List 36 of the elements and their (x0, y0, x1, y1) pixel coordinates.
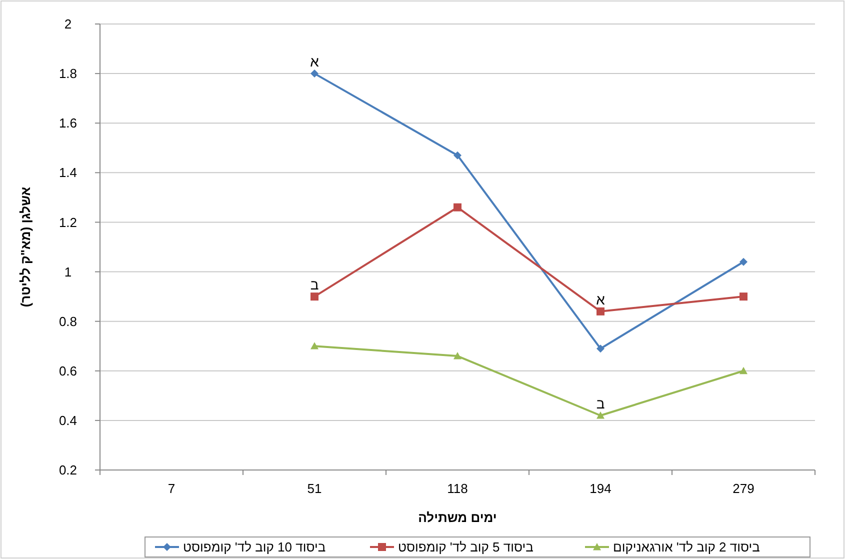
point (596, 344, 604, 353)
point (596, 307, 604, 316)
x-tick-label: 118 (447, 481, 468, 496)
y-tick-label: 0.6 (58, 363, 78, 378)
annotation: ב (310, 276, 319, 293)
y-tick-label: 0.4 (58, 412, 78, 428)
point (310, 292, 318, 301)
y-tick-label: 0.2 (58, 462, 78, 478)
y-tick-label: 2 (64, 16, 72, 32)
y-tick-label: 1.8 (58, 66, 78, 82)
x-tick-label: 194 (590, 481, 612, 496)
y-tick-label: 0.8 (58, 314, 78, 329)
y-tick-label: 1.6 (58, 116, 78, 131)
x-tick-label: 51 (307, 481, 322, 496)
point (740, 258, 748, 266)
y-tick-label: 1.2 (58, 214, 78, 230)
annotation: א (596, 291, 606, 308)
y-tick-label: 1 (64, 264, 72, 280)
point (454, 352, 462, 360)
point (740, 292, 748, 301)
y-axis-title: אשלגן (מא"ק לליטר) (18, 186, 33, 308)
legend-label: ביסוד 5 קוב לד' קומפוסט (398, 540, 534, 555)
point (454, 203, 462, 212)
point (740, 366, 748, 374)
point (310, 342, 318, 350)
point (596, 411, 604, 419)
x-tick-label: 279 (732, 481, 754, 496)
legend-label: ביסוד 2 קוב לד' אורגאניקום (613, 540, 760, 555)
annotation: א (310, 54, 320, 70)
point (454, 151, 462, 160)
point (310, 70, 318, 78)
x-axis-title: ימים משתילה (418, 510, 497, 525)
y-tick-label: 1.4 (58, 165, 78, 180)
x-tick-label: 7 (168, 481, 176, 496)
legend-label: ביסוד 10 קוב לד' קומפוסט (183, 540, 326, 555)
annotation: ב (596, 395, 605, 412)
